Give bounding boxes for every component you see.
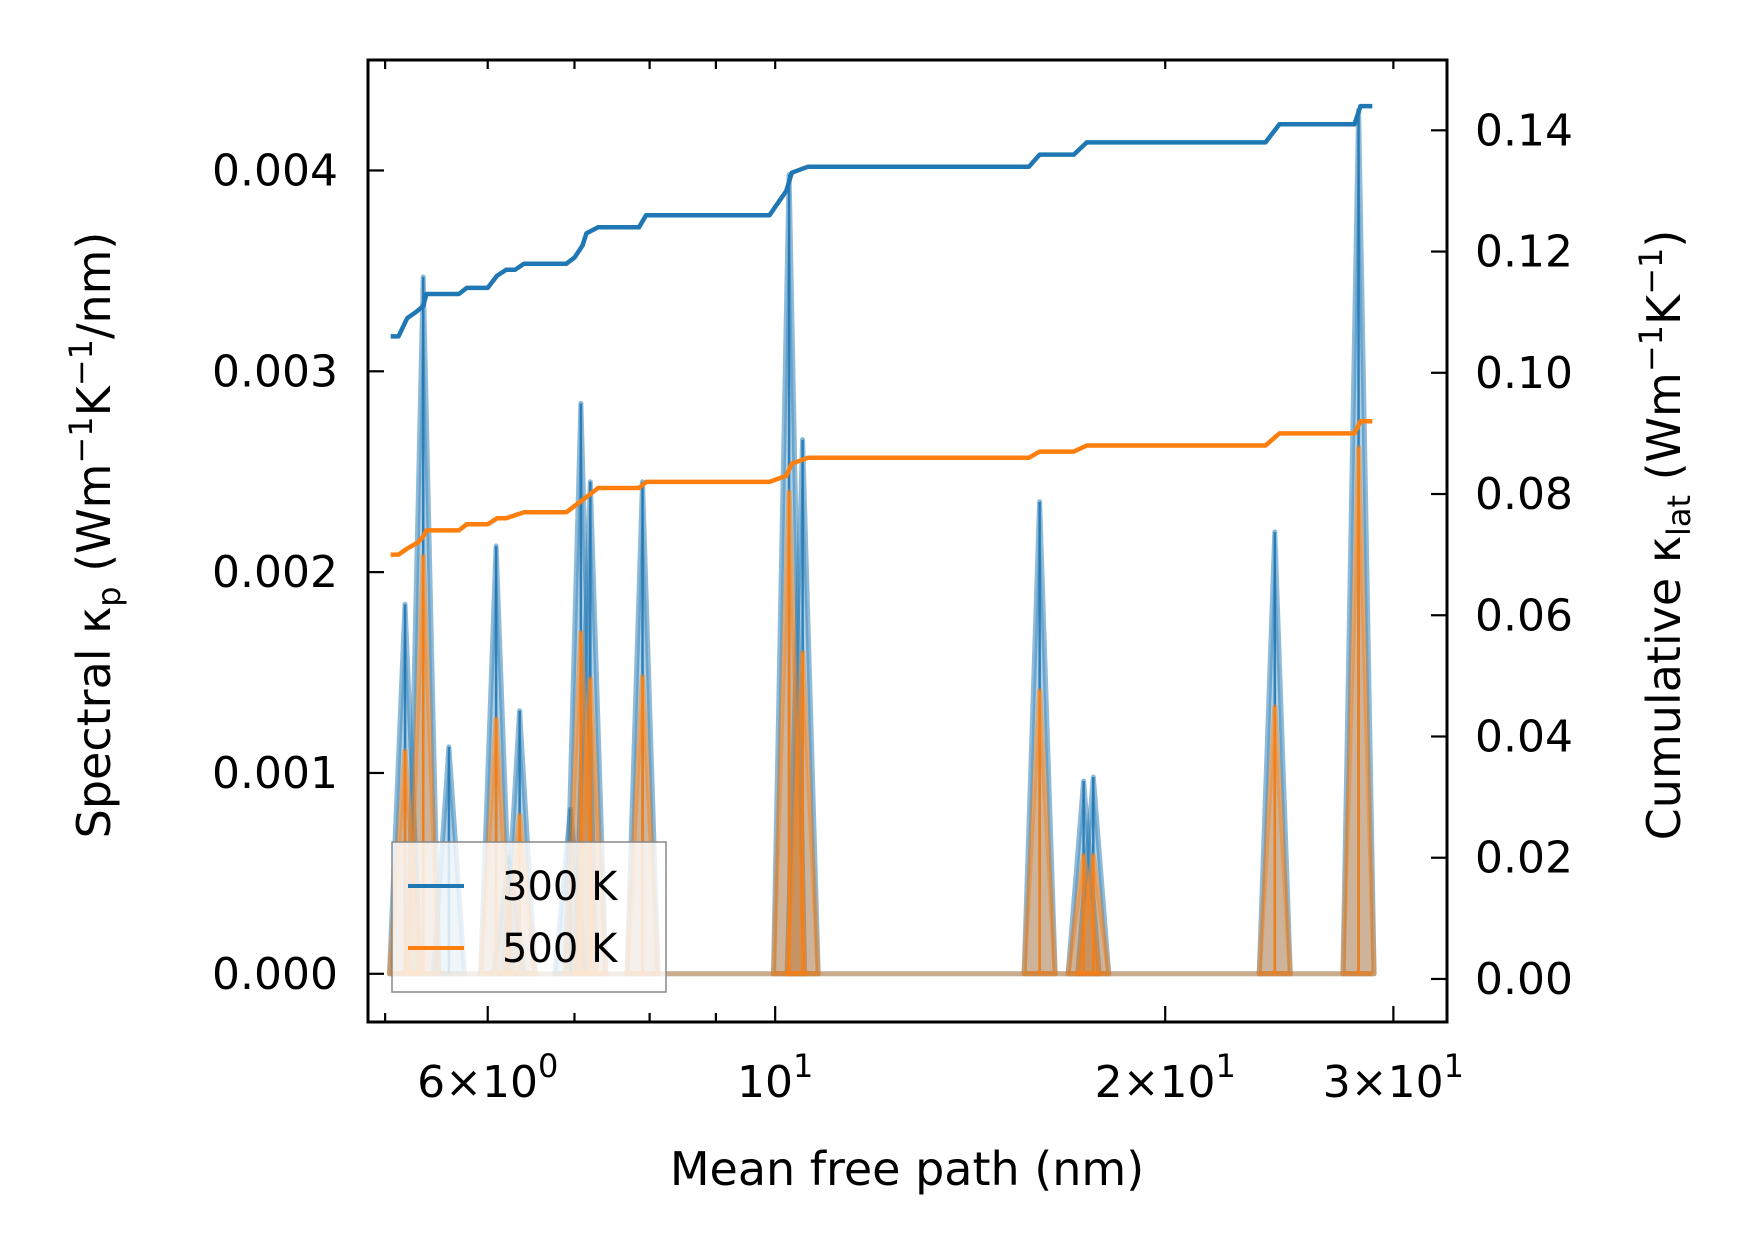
legend-frame [391,841,667,993]
x-tick-base-2: 10 [1159,1057,1215,1108]
y-right-title-mid: K [1637,293,1691,325]
y-left-title-end: /nm) [67,232,121,339]
y-right-title-prefix: Cumulative κ [1637,536,1691,840]
y-left-title-prefix: Spectral κ [67,607,121,839]
x-axis-title: Mean free path (nm) [670,1142,1144,1196]
y-left-tick-label-4: 0.004 [212,145,338,196]
tick-labels-layer: 6×100 101 2×101 3×1010.0000.0010.0020.0030.… [212,105,1573,1108]
y-right-tick-label-1: 0.02 [1475,833,1573,884]
x-tick-coef-3: 3 [1323,1057,1351,1108]
cumulative-line-0 [390,103,1373,339]
x-tick-times-0: × [445,1057,482,1108]
x-tick-base-3: 10 [1388,1057,1444,1108]
ticks-layer [368,60,1447,1022]
x-tick-label-1: 101 [737,1047,813,1108]
y-left-title-rest: (Wm [67,464,121,587]
x-tick-label-0: 6×100 [417,1047,558,1108]
y-left-tick-label-2: 0.002 [212,547,338,598]
y-right-title-sub: lat [1660,495,1698,536]
plot-frame [366,58,1449,1024]
y-right-title-rest: (Wm [1637,372,1691,495]
x-tick-label-3: 3×101 [1323,1047,1464,1108]
x-tick-base-1: 10 [737,1057,793,1108]
y-left-tick-label-3: 0.003 [212,346,338,397]
y-right-tick-label-3: 0.06 [1475,590,1573,641]
x-tick-label-2: 2×101 [1095,1047,1236,1108]
y-left-tick-label-1: 0.001 [212,748,338,799]
x-tick-exp-3: 1 [1444,1047,1464,1085]
x-tick-base-0: 10 [482,1057,538,1108]
cumulative-series-layer [390,103,1373,557]
y-left-tick-label-0: 0.000 [212,949,338,1000]
y-right-tick-label-6: 0.12 [1475,227,1573,278]
y-right-tick-label-0: 0.00 [1475,954,1573,1005]
cumulative-line-1 [390,419,1373,557]
y-right-title-sup2: −1 [1632,248,1670,295]
x-tick-exp-1: 1 [793,1047,813,1085]
y-right-tick-label-4: 0.08 [1475,469,1573,520]
x-tick-exp-0: 0 [538,1047,558,1085]
y-left-title-sub: p [90,586,128,606]
y-axis-right-title: Cumulative κlat (Wm−1K−1) [1632,230,1698,841]
x-tick-coef-2: 2 [1095,1057,1123,1108]
y-axis-left-title: Spectral κp (Wm−1K−1/nm) [62,232,128,839]
x-tick-coef-0: 6 [417,1057,445,1108]
y-right-tick-label-7: 0.14 [1475,105,1573,156]
x-tick-times-2: × [1123,1057,1160,1108]
y-left-title-sup2: −1 [62,339,100,386]
x-tick-exp-2: 1 [1215,1047,1235,1085]
legend-label-300k: 300 K [502,864,619,910]
x-tick-times-3: × [1351,1057,1388,1108]
y-left-title-sup1: −1 [62,416,100,463]
y-right-title-end: ) [1637,230,1691,248]
y-right-tick-label-5: 0.10 [1475,348,1573,399]
y-right-title-sup1: −1 [1632,325,1670,372]
legend-label-500k: 500 K [502,926,619,972]
legend: 300 K 500 K [391,841,667,993]
y-left-title-mid: K [67,384,121,416]
y-right-tick-label-2: 0.04 [1475,711,1573,762]
